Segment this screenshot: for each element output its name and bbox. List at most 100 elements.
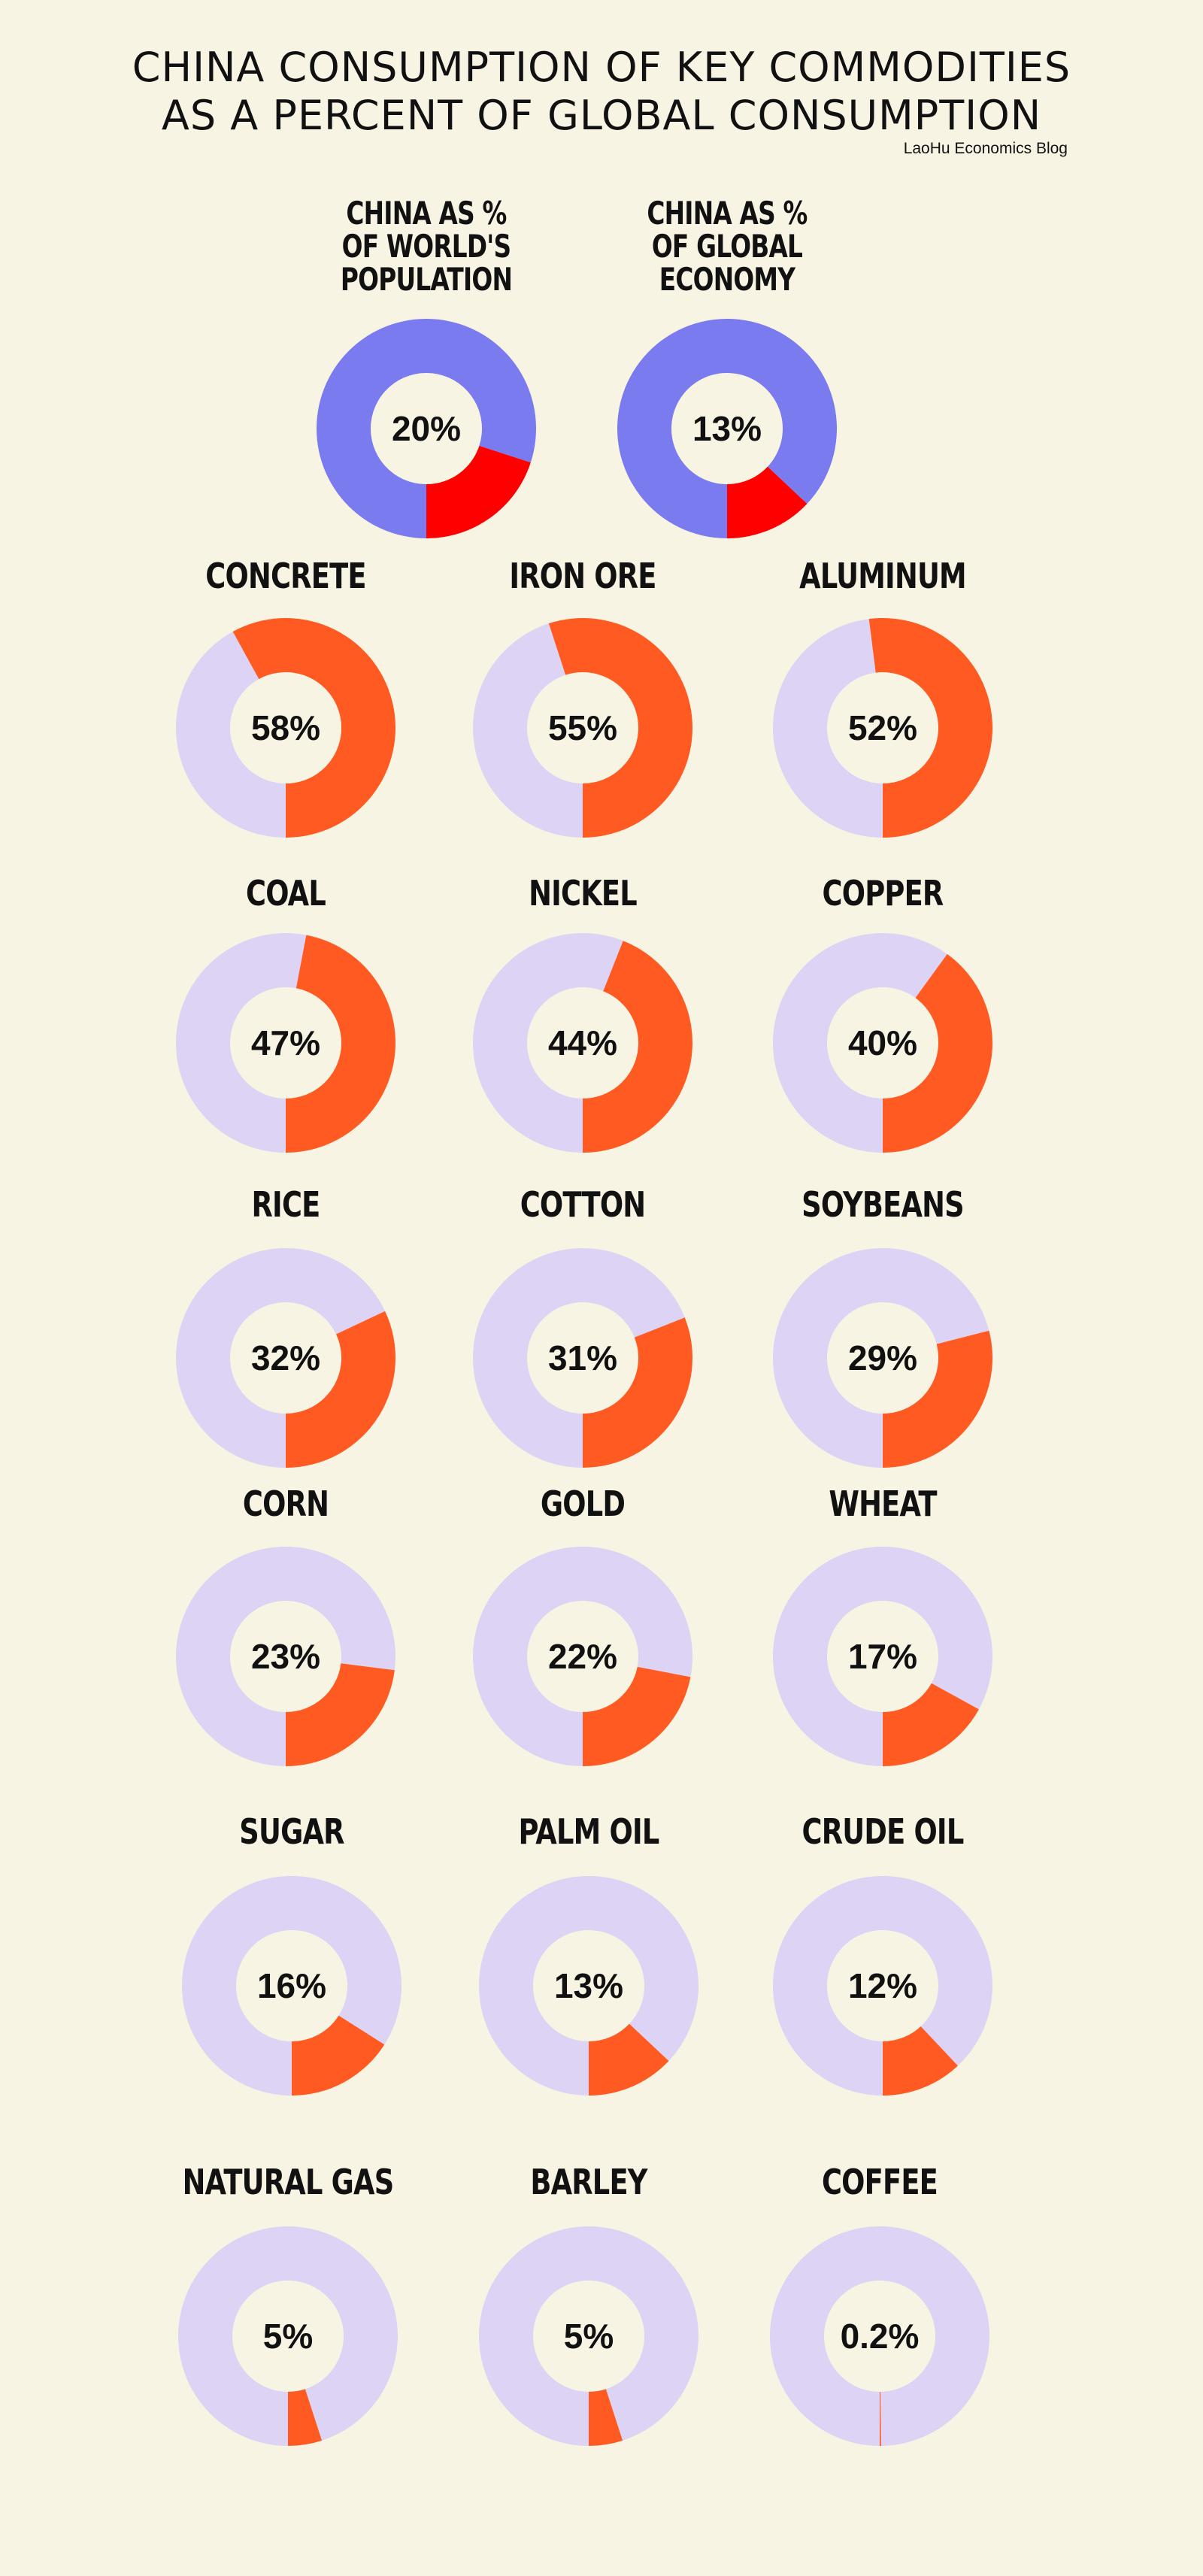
copper-value-label: 40% (848, 1023, 917, 1062)
gold-label: GOLD (540, 1483, 626, 1524)
coffee-donut: 0.2% (770, 2226, 990, 2446)
chart-title: CHINA CONSUMPTION OF KEY COMMODITIES AS … (0, 44, 1203, 140)
rice-china-share-slice (286, 1311, 395, 1468)
iron-ore-value-label: 55% (548, 708, 617, 747)
barley-label: BARLEY (530, 2162, 647, 2202)
soybeans-label: SOYBEANS (801, 1184, 964, 1225)
copper-label: COPPER (822, 873, 944, 914)
gold-rest-slice (473, 1547, 692, 1766)
nickel-rest-slice (473, 933, 623, 1153)
cotton-value-label: 31% (548, 1338, 617, 1377)
corn-label: CORN (242, 1483, 329, 1524)
rice-donut: 32% (175, 1248, 395, 1468)
palm-oil-china-share-slice (589, 2023, 669, 2096)
gold-donut: 22% (473, 1547, 692, 1766)
china-as-of-world-s-population-donut: 20% (317, 318, 536, 538)
iron-ore-label: IRON ORE (509, 556, 656, 596)
gold-value-label: 22% (548, 1637, 617, 1676)
coal-rest-slice (175, 933, 307, 1153)
barley-china-share-slice (589, 2389, 623, 2446)
corn-value-label: 23% (251, 1637, 320, 1676)
rice-rest-slice (175, 1248, 386, 1468)
china-as-of-global-economy-rest-slice (617, 319, 837, 538)
aluminum-label: ALUMINUM (799, 556, 967, 596)
aluminum-value-label: 52% (848, 708, 917, 747)
copper-rest-slice (773, 933, 947, 1153)
crude-oil-label: CRUDE OIL (801, 1811, 965, 1852)
natural-gas-donut: 5% (177, 2226, 398, 2446)
iron-ore-china-share-slice (548, 618, 692, 838)
nickel-label: NICKEL (529, 873, 638, 914)
concrete-value-label: 58% (251, 708, 320, 747)
coal-value-label: 47% (251, 1023, 320, 1062)
cotton-donut: 31% (473, 1248, 692, 1468)
iron-ore-rest-slice (473, 623, 583, 838)
coal-label: COAL (245, 873, 326, 914)
coffee-china-share-slice (880, 2391, 881, 2446)
aluminum-donut: 52% (773, 618, 992, 838)
copper-donut: 40% (773, 933, 992, 1153)
iron-ore-donut: 55% (473, 618, 692, 838)
barley-value-label: 5% (564, 2317, 614, 2356)
coffee-value-label: 0.2% (841, 2317, 920, 2356)
sugar-donut: 16% (182, 1876, 402, 2096)
natural-gas-value-label: 5% (263, 2317, 313, 2356)
china-as-of-world-s-population-china-share-slice (426, 445, 531, 538)
palm-oil-value-label: 13% (554, 1966, 623, 2005)
crude-oil-value-label: 12% (848, 1966, 917, 2005)
cotton-label: COTTON (520, 1184, 646, 1225)
cotton-china-share-slice (583, 1317, 692, 1468)
crude-oil-china-share-slice (883, 2026, 958, 2096)
chart-title-line-1: CHINA CONSUMPTION OF KEY COMMODITIES (132, 44, 1071, 91)
corn-china-share-slice (286, 1663, 395, 1766)
sugar-china-share-slice (292, 2015, 385, 2096)
corn-donut: 23% (176, 1547, 396, 1766)
barley-rest-slice (479, 2226, 698, 2446)
china-as-of-global-economy-china-share-slice (727, 466, 808, 538)
rice-label: RICE (251, 1184, 321, 1225)
copper-china-share-slice (883, 953, 992, 1153)
soybeans-china-share-slice (883, 1330, 992, 1468)
wheat-rest-slice (773, 1547, 992, 1766)
concrete-china-share-slice (232, 618, 395, 838)
palm-oil-donut: 13% (479, 1876, 698, 2096)
aluminum-china-share-slice (868, 618, 992, 838)
aluminum-rest-slice (773, 619, 883, 838)
china-as-of-world-s-population-value-label: 20% (392, 409, 461, 448)
china-as-of-world-s-population-label: CHINA AS % OF WORLD'S POPULATION (340, 195, 513, 298)
china-as-of-world-s-population-rest-slice (317, 318, 536, 538)
soybeans-donut: 29% (773, 1248, 992, 1468)
corn-rest-slice (176, 1547, 396, 1766)
source-credit: LaoHu Economics Blog (903, 140, 1068, 157)
sugar-rest-slice (182, 1876, 402, 2096)
cotton-rest-slice (473, 1248, 685, 1468)
chart-title-line-2: AS A PERCENT OF GLOBAL CONSUMPTION (161, 92, 1042, 139)
palm-oil-label: PALM OIL (518, 1811, 660, 1852)
coal-donut: 47% (175, 933, 395, 1153)
china-as-of-global-economy-donut: 13% (617, 319, 837, 538)
nickel-donut: 44% (473, 933, 692, 1153)
sugar-value-label: 16% (257, 1966, 326, 2005)
coal-china-share-slice (286, 935, 395, 1153)
crude-oil-rest-slice (773, 1876, 992, 2096)
china-as-of-global-economy-value-label: 13% (692, 409, 762, 448)
crude-oil-donut: 12% (773, 1876, 992, 2096)
sugar-label: SUGAR (239, 1811, 344, 1852)
coffee-label: COFFEE (821, 2162, 938, 2202)
concrete-donut: 58% (175, 618, 395, 838)
natural-gas-rest-slice (177, 2226, 398, 2446)
soybeans-rest-slice (773, 1248, 989, 1468)
gold-china-share-slice (583, 1666, 691, 1766)
coffee-rest-slice (770, 2226, 990, 2446)
barley-donut: 5% (479, 2226, 698, 2446)
wheat-donut: 17% (773, 1547, 992, 1766)
palm-oil-rest-slice (479, 1876, 698, 2096)
soybeans-value-label: 29% (848, 1338, 917, 1377)
wheat-value-label: 17% (848, 1637, 917, 1676)
wheat-label: WHEAT (829, 1483, 937, 1524)
wheat-china-share-slice (883, 1683, 979, 1766)
nickel-china-share-slice (583, 941, 692, 1153)
china-as-of-global-economy-label: CHINA AS % OF GLOBAL ECONOMY (647, 195, 808, 298)
concrete-label: CONCRETE (205, 556, 366, 596)
